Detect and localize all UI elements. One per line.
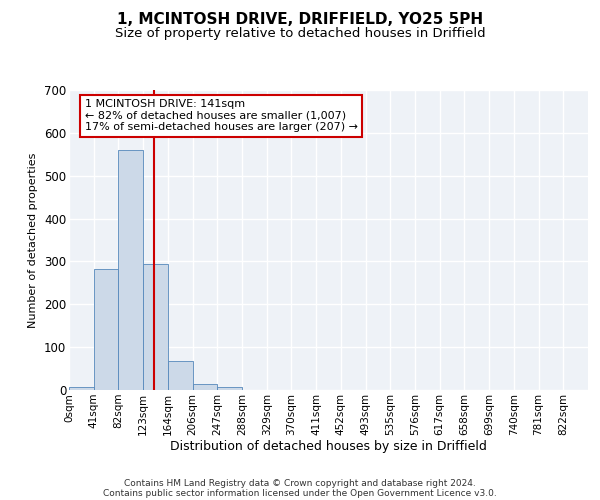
Bar xyxy=(94,268,118,390)
Text: Contains HM Land Registry data © Crown copyright and database right 2024.: Contains HM Land Registry data © Crown c… xyxy=(124,478,476,488)
Bar xyxy=(143,264,168,390)
Text: Contains public sector information licensed under the Open Government Licence v3: Contains public sector information licen… xyxy=(103,488,497,498)
Text: 1 MCINTOSH DRIVE: 141sqm
← 82% of detached houses are smaller (1,007)
17% of sem: 1 MCINTOSH DRIVE: 141sqm ← 82% of detach… xyxy=(85,99,358,132)
Text: Size of property relative to detached houses in Driffield: Size of property relative to detached ho… xyxy=(115,28,485,40)
Bar xyxy=(193,384,217,390)
Text: 1, MCINTOSH DRIVE, DRIFFIELD, YO25 5PH: 1, MCINTOSH DRIVE, DRIFFIELD, YO25 5PH xyxy=(117,12,483,28)
Bar xyxy=(217,386,242,390)
Y-axis label: Number of detached properties: Number of detached properties xyxy=(28,152,38,328)
Bar xyxy=(168,361,193,390)
X-axis label: Distribution of detached houses by size in Driffield: Distribution of detached houses by size … xyxy=(170,440,487,454)
Bar xyxy=(118,150,143,390)
Bar xyxy=(69,386,94,390)
